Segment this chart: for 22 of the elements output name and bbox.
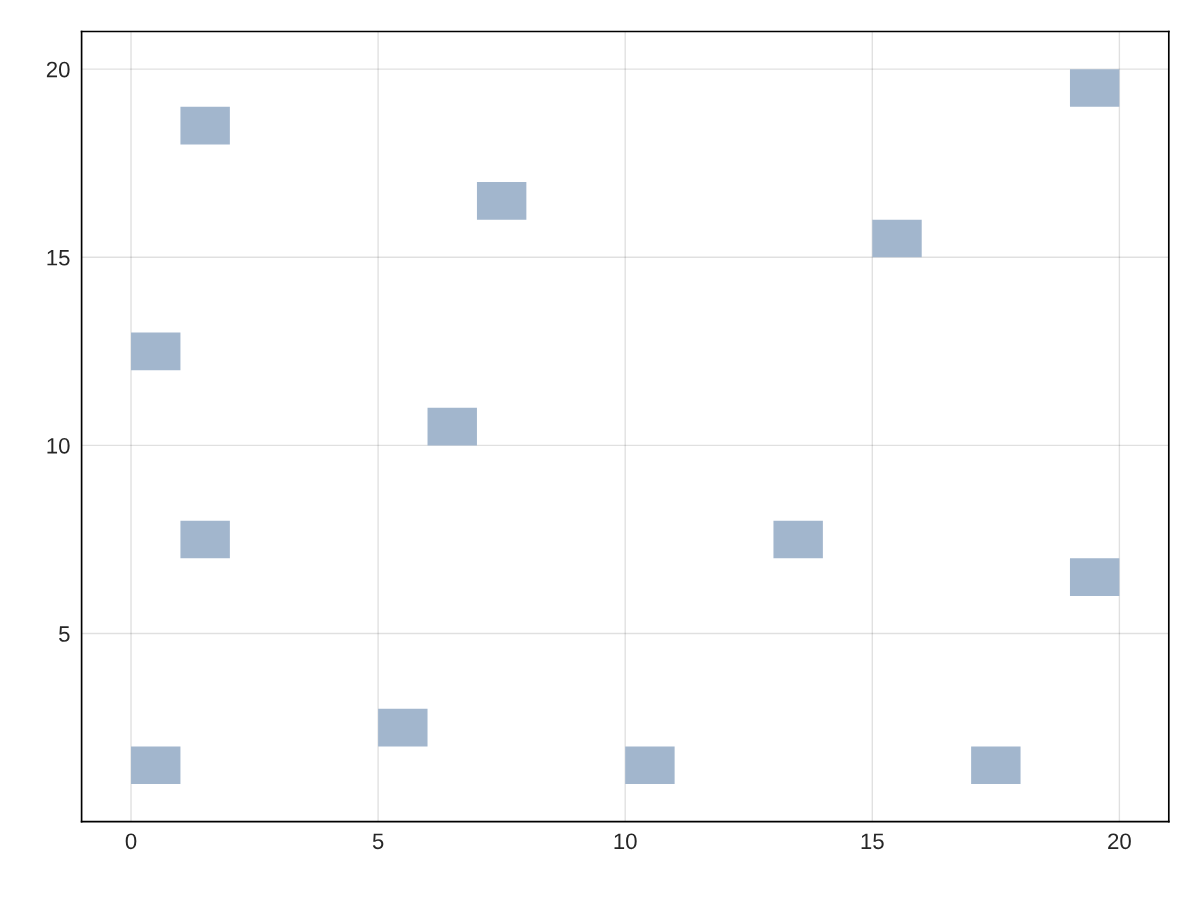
bar bbox=[427, 407, 477, 446]
y-tick-label: 15 bbox=[47, 250, 70, 266]
bar bbox=[773, 520, 823, 559]
bar bbox=[1069, 69, 1120, 107]
x-tick-label: 5 bbox=[372, 833, 384, 850]
bar bbox=[872, 219, 922, 258]
y-tick-label: 5 bbox=[59, 626, 70, 642]
bar bbox=[180, 106, 230, 145]
bar bbox=[378, 708, 428, 747]
x-tick-label: 15 bbox=[861, 833, 884, 850]
x-tick-label: 10 bbox=[614, 833, 637, 850]
y-tick-label: 10 bbox=[47, 437, 70, 454]
bar bbox=[971, 746, 1021, 785]
x-tick-label: 0 bbox=[125, 833, 137, 850]
y-tick-label: 20 bbox=[46, 61, 70, 78]
bar bbox=[476, 182, 527, 220]
bar bbox=[131, 332, 181, 371]
x-tick-label: 20 bbox=[1108, 833, 1131, 850]
bar bbox=[1069, 558, 1120, 596]
bar bbox=[131, 746, 181, 785]
bar bbox=[180, 520, 230, 559]
bar bbox=[625, 746, 675, 785]
